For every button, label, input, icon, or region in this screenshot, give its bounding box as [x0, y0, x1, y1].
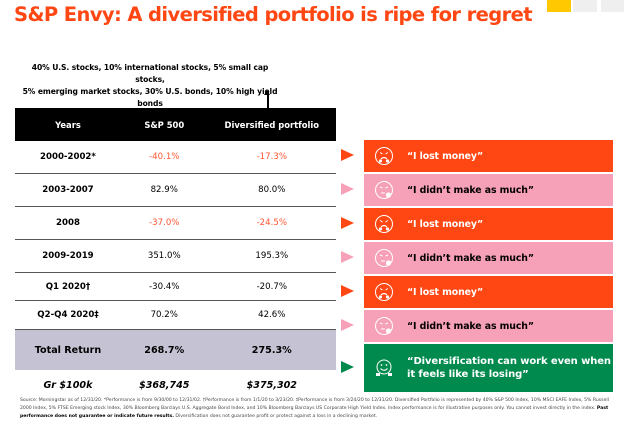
row-diversified: -17.3% [207, 141, 336, 174]
table-header-row: Years S&P 500 Diversified portfolio [15, 108, 336, 141]
reaction-text: “I didn’t make as much” [407, 320, 534, 332]
frustrated-face-icon [375, 317, 393, 335]
row-year: Q2-Q4 2020‡ [15, 300, 121, 330]
reaction-text: “I didn’t make as much” [407, 184, 534, 196]
page-title: S&P Envy: A diversified portfolio is rip… [14, 3, 533, 26]
table-row: Q1 2020† -30.4% -20.7% [15, 272, 336, 301]
row-year: 2000-2002* [15, 141, 121, 174]
header-sp500: S&P 500 [120, 108, 208, 141]
growth-label: Gr $100k [43, 379, 93, 391]
arrow-up-icon [264, 90, 270, 108]
frustrated-face-icon [375, 249, 393, 267]
reaction-box-didnt-make-as-much: “I didn’t make as much” [364, 242, 613, 274]
decor-gray-block [601, 0, 624, 12]
header-years: Years [15, 108, 121, 141]
row-sp500: -40.1% [120, 141, 208, 174]
total-label: Total Return [15, 329, 121, 370]
row-sp500: 351.0% [120, 239, 208, 273]
total-diversified: 275.3% [207, 329, 336, 370]
table-row: 2009-2019 351.0% 195.3% [15, 239, 336, 273]
reaction-box-didnt-make-as-much: “I didn’t make as much” [364, 310, 613, 342]
reaction-text: “I lost money” [407, 150, 484, 162]
allocation-note: 40% U.S. stocks, 10% international stock… [20, 62, 280, 110]
reaction-text: “I didn’t make as much” [407, 252, 534, 264]
row-sp500: -30.4% [120, 272, 208, 301]
row-sp500: 82.9% [120, 173, 208, 207]
total-sp500: 268.7% [120, 329, 208, 370]
row-year: 2008 [15, 206, 121, 240]
reaction-box-diversification: “Diversification can work even when it f… [364, 344, 613, 392]
growth-diversified: $375,302 [246, 379, 297, 391]
pointer-triangle-icon [341, 285, 354, 297]
total-return-row: Total Return 268.7% 275.3% [15, 329, 336, 370]
footnote: Source: Morningstar as of 12/31/20. *Per… [20, 397, 610, 422]
table-row: Q2-Q4 2020‡ 70.2% 42.6% [15, 300, 336, 330]
row-diversified: -24.5% [207, 206, 336, 240]
reaction-text: “I lost money” [407, 218, 484, 230]
growth-row: Gr $100k $368,745 $375,302 [15, 370, 336, 400]
row-diversified: 195.3% [207, 239, 336, 273]
footnote-diversification: Diversification does not guarantee profi… [175, 414, 378, 420]
reaction-box-lost-money: “I lost money” [364, 276, 613, 308]
reaction-text-line2: it feels like its losing” [407, 369, 529, 380]
pointer-triangle-icon [341, 319, 354, 331]
footnote-disclaimer-bold: Past performance does not guarantee or i… [20, 406, 609, 420]
decor-gray-block [573, 0, 597, 12]
row-sp500: -37.0% [120, 206, 208, 240]
reaction-text: “I lost money” [407, 286, 484, 298]
allocation-note-line2: 5% emerging market stocks, 30% U.S. bond… [22, 87, 278, 108]
pointer-triangle-icon [341, 149, 354, 161]
header-diversified: Diversified portfolio [207, 108, 336, 141]
row-sp500: 70.2% [120, 300, 208, 330]
angry-face-icon [375, 215, 393, 233]
smiling-face-icon [376, 359, 392, 376]
frustrated-face-icon [375, 181, 393, 199]
footnote-source: Source: Morningstar as of 12/31/20. *Per… [20, 398, 609, 412]
row-diversified: -20.7% [207, 272, 336, 301]
table-row: 2008 -37.0% -24.5% [15, 206, 336, 240]
decor-yellow-block [547, 0, 571, 12]
growth-sp500: $368,745 [139, 379, 190, 391]
reaction-box-didnt-make-as-much: “I didn’t make as much” [364, 174, 613, 206]
allocation-note-line1: 40% U.S. stocks, 10% international stock… [31, 63, 269, 84]
row-year: 2009-2019 [15, 239, 121, 273]
row-diversified: 42.6% [207, 300, 336, 330]
table-row: 2003-2007 82.9% 80.0% [15, 173, 336, 207]
angry-face-icon [375, 283, 393, 301]
pointer-triangle-icon [341, 361, 354, 373]
row-year: Q1 2020† [15, 272, 121, 301]
row-year: 2003-2007 [15, 173, 121, 207]
row-diversified: 80.0% [207, 173, 336, 207]
pointer-triangle-icon [341, 217, 354, 229]
reaction-box-lost-money: “I lost money” [364, 140, 613, 172]
pointer-triangle-icon [341, 251, 354, 263]
reaction-text-line1: “Diversification can work even when [407, 356, 611, 367]
reaction-text: “Diversification can work even when it f… [407, 355, 611, 381]
angry-face-icon [375, 147, 393, 165]
table-row: 2000-2002* -40.1% -17.3% [15, 141, 336, 174]
reaction-box-lost-money: “I lost money” [364, 208, 613, 240]
returns-table: Years S&P 500 Diversified portfolio 2000… [15, 108, 336, 400]
pointer-triangle-icon [341, 183, 354, 195]
